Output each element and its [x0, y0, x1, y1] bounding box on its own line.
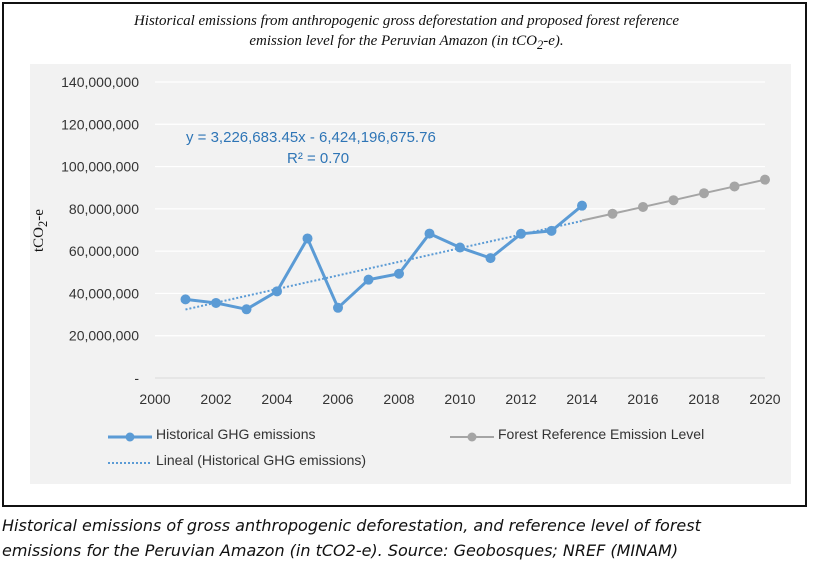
data-point-historical	[516, 228, 526, 239]
legend-item-forest-reference: Forest Reference Emission Level	[450, 426, 704, 442]
figure-caption-line-2: emissions for the Peruvian Amazon (in tC…	[2, 541, 679, 560]
trendline-equation: y = 3,226,683.45x - 6,424,196,675.76	[186, 129, 436, 146]
data-point-forest-reference	[638, 201, 648, 212]
chart-title-subscript: 2	[536, 38, 544, 52]
y-tick-label: 60,000,000	[69, 243, 139, 259]
legend-label-historical: Historical GHG emissions	[156, 426, 316, 442]
legend-item-historical: Historical GHG emissions	[108, 426, 315, 442]
data-point-forest-reference	[668, 195, 679, 206]
legend-swatch-historical	[108, 429, 152, 442]
x-tick-label: 2018	[688, 391, 719, 407]
data-point-historical	[333, 302, 343, 313]
legend-swatch-trendline	[108, 455, 152, 465]
data-point-historical	[577, 200, 587, 211]
data-point-historical	[455, 242, 465, 253]
chart-title-line-2: emission level for the Peruvian Amazon (…	[0, 33, 813, 53]
y-tick-label: 140,000,000	[61, 74, 139, 90]
legend-label-trendline: Lineal (Historical GHG emissions)	[156, 452, 367, 468]
data-point-historical	[485, 253, 496, 264]
x-tick-label: 2002	[200, 391, 231, 407]
series-line-historical	[185, 204, 583, 311]
data-point-historical	[180, 294, 191, 305]
data-point-forest-reference	[607, 208, 618, 219]
x-tick-label: 2010	[444, 391, 475, 407]
data-point-historical	[302, 233, 313, 244]
y-tick-label: 20,000,000	[69, 328, 139, 344]
x-tick-label: 2014	[566, 391, 597, 407]
x-tick-label: 2008	[383, 391, 414, 407]
chart-title-line-2-prefix: emission level for the Peruvian Amazon (…	[249, 33, 537, 49]
data-point-historical	[211, 297, 221, 308]
chart-area-background	[30, 64, 791, 484]
chart-title-line-1: Historical emissions from anthropogenic …	[133, 13, 680, 29]
legend-label-forest-reference: Forest Reference Emission Level	[498, 426, 705, 442]
y-tick-label: 120,000,000	[61, 116, 139, 132]
x-tick-label: 2006	[322, 391, 353, 407]
data-point-historical	[363, 274, 374, 285]
data-point-forest-reference	[729, 181, 740, 192]
data-point-historical	[424, 228, 435, 239]
y-tick-label: 40,000,000	[69, 285, 139, 301]
y-tick-label: -	[134, 370, 139, 386]
legend-swatch-forest-reference	[450, 429, 494, 442]
data-point-historical	[394, 268, 404, 279]
x-tick-label: 2000	[139, 391, 170, 407]
y-tick-label: 80,000,000	[69, 201, 139, 217]
figure-caption-line-1: Historical emissions of gross anthropoge…	[2, 516, 701, 535]
data-point-forest-reference	[760, 174, 770, 185]
x-tick-label: 2012	[505, 391, 536, 407]
x-tick-label: 2020	[749, 391, 780, 407]
legend-item-trendline: Lineal (Historical GHG emissions)	[108, 452, 366, 468]
chart-title-line-2-suffix: -e).	[543, 33, 564, 49]
data-point-historical	[241, 304, 252, 315]
data-point-historical	[546, 225, 557, 236]
trendline-r-squared: R² = 0.70	[287, 150, 350, 167]
x-tick-label: 2016	[627, 391, 658, 407]
data-point-historical	[272, 286, 282, 297]
data-point-forest-reference	[699, 188, 709, 199]
x-tick-label: 2004	[261, 391, 292, 407]
y-tick-label: 100,000,000	[61, 159, 139, 175]
